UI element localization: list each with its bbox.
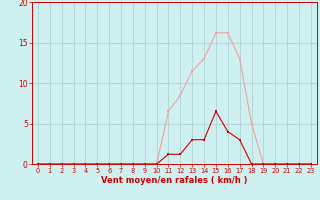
X-axis label: Vent moyen/en rafales ( km/h ): Vent moyen/en rafales ( km/h ) xyxy=(101,176,248,185)
